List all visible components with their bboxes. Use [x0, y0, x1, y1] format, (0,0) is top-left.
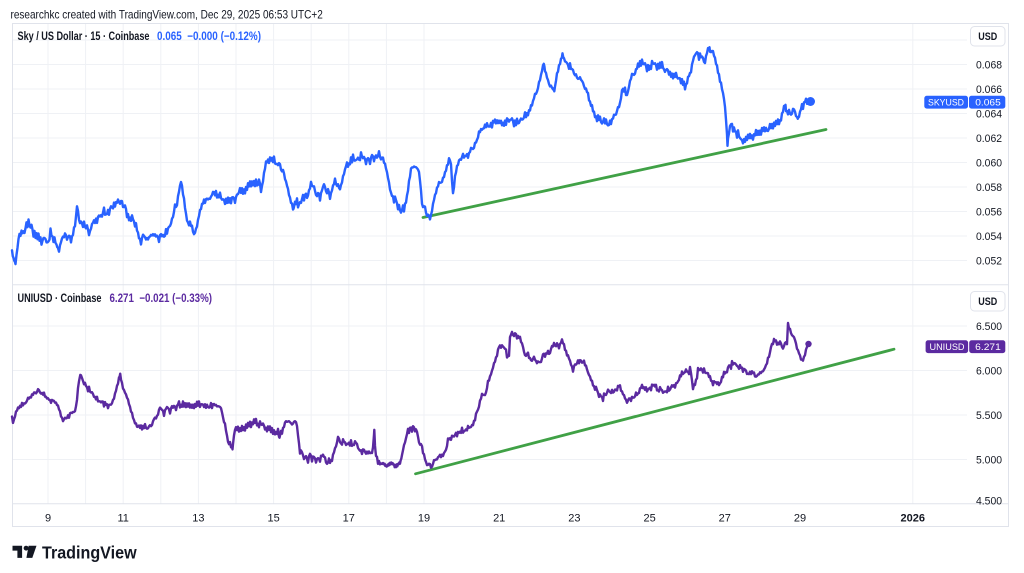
svg-text:0.056: 0.056	[976, 206, 1002, 218]
svg-text:0.065 −0.000 (−0.12%): 0.065 −0.000 (−0.12%)	[157, 29, 261, 43]
svg-text:Sky / US Dollar · 15 · Coinbas: Sky / US Dollar · 15 · Coinbase	[18, 29, 150, 43]
svg-text:6.271 −0.021 (−0.33%): 6.271 −0.021 (−0.33%)	[110, 291, 213, 305]
svg-text:6.000: 6.000	[976, 365, 1002, 377]
svg-text:UNIUSD · Coinbase: UNIUSD · Coinbase	[18, 291, 102, 305]
svg-text:0.058: 0.058	[976, 182, 1002, 194]
svg-text:5.500: 5.500	[976, 410, 1002, 422]
svg-text:29: 29	[794, 513, 806, 525]
svg-text:SKYUSD: SKYUSD	[928, 98, 964, 109]
svg-text:4.500: 4.500	[976, 495, 1002, 507]
svg-text:0.068: 0.068	[976, 59, 1002, 71]
svg-text:TradingView: TradingView	[42, 543, 137, 563]
svg-text:0.052: 0.052	[976, 255, 1002, 267]
svg-text:9: 9	[45, 513, 51, 525]
svg-text:2026: 2026	[901, 513, 925, 525]
svg-text:researchkc created with Tradin: researchkc created with TradingView.com,…	[11, 7, 324, 21]
svg-text:USD: USD	[978, 31, 997, 43]
svg-text:17: 17	[343, 513, 355, 525]
svg-text:27: 27	[719, 513, 731, 525]
svg-text:0.066: 0.066	[976, 84, 1002, 96]
svg-text:0.054: 0.054	[976, 231, 1002, 243]
svg-text:0.060: 0.060	[976, 157, 1002, 169]
svg-text:0.062: 0.062	[976, 133, 1002, 145]
svg-text:USD: USD	[978, 296, 997, 308]
svg-text:15: 15	[267, 513, 279, 525]
svg-text:0.064: 0.064	[976, 108, 1002, 120]
svg-text:19: 19	[418, 513, 430, 525]
svg-text:11: 11	[117, 513, 128, 525]
svg-text:23: 23	[568, 513, 580, 525]
svg-text:6.500: 6.500	[976, 321, 1002, 333]
svg-text:6.271: 6.271	[975, 342, 1001, 353]
svg-text:25: 25	[643, 513, 655, 525]
svg-text:5.000: 5.000	[976, 454, 1002, 466]
svg-text:21: 21	[493, 513, 505, 525]
svg-text:0.065: 0.065	[975, 98, 1001, 109]
svg-text:UNIUSD: UNIUSD	[930, 342, 965, 353]
svg-text:13: 13	[192, 513, 204, 525]
